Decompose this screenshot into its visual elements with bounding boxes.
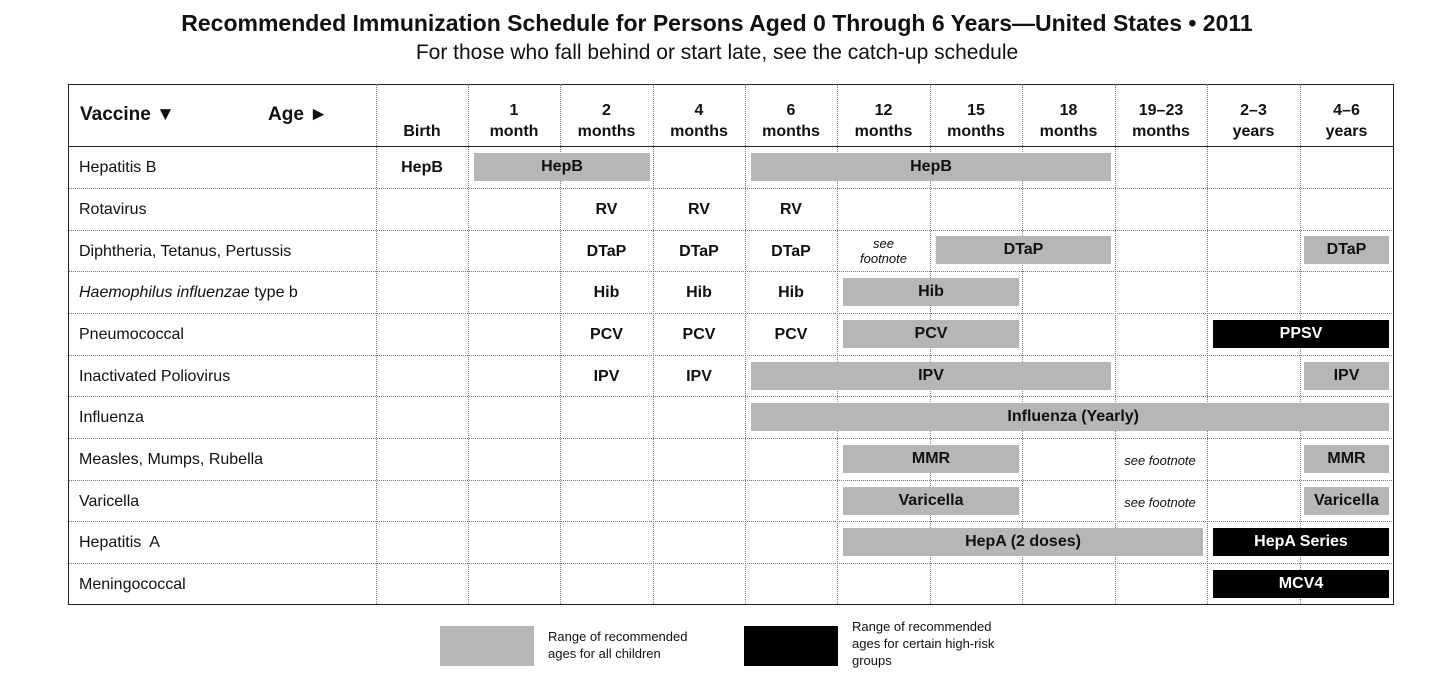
pcv-2-months-dose: PCV <box>590 326 623 343</box>
row-label-inactivated-poliovirus: Inactivated Poliovirus <box>79 368 231 385</box>
table-bottom-border <box>68 604 1394 605</box>
row-label-meningococcal: Meningococcal <box>79 576 186 593</box>
row-label-rotavirus: Rotavirus <box>79 201 147 218</box>
page-subtitle: For those who fall behind or start late,… <box>415 41 1019 64</box>
row-divider <box>68 188 1394 189</box>
age-header-2-3-years: 2–3 years <box>1232 102 1275 140</box>
row-divider <box>68 521 1394 522</box>
influenza-yearly-bar: Influenza (Yearly) <box>751 403 1389 431</box>
column-divider <box>653 84 654 604</box>
legend-gray-text: Range of recommended ages for all childr… <box>548 629 688 661</box>
row-divider <box>68 313 1394 314</box>
mmr-4-6-years-dose: MMR <box>1304 445 1389 473</box>
varicella-range-bar: Varicella <box>843 487 1019 515</box>
dtap-2-months-dose: DTaP <box>586 243 627 260</box>
ipv-4-months-dose: IPV <box>686 368 712 385</box>
age-header-4-6-years: 4–6 years <box>1325 102 1368 140</box>
pcv-4-months-dose: PCV <box>682 326 716 343</box>
age-header-2-months: 2 months <box>577 102 636 140</box>
legend-black-text: Range of recommended ages for certain hi… <box>852 619 995 668</box>
column-divider <box>1022 84 1023 604</box>
age-header-19-23-months: 19–23 months <box>1132 102 1190 140</box>
header-bottom-border <box>68 146 1394 147</box>
hepb-range-bar-2: HepB <box>751 153 1111 181</box>
row-divider <box>68 230 1394 231</box>
row-label-hib: Haemophilus influenzae type b <box>79 272 298 314</box>
hepa-series-high-risk-bar: HepA Series <box>1213 528 1389 556</box>
row-label-mmr: Measles, Mumps, Rubella <box>79 451 264 468</box>
column-divider <box>1115 84 1116 604</box>
rv-2-months-dose: RV <box>595 201 618 218</box>
row-divider <box>68 355 1394 356</box>
age-header-18-months: 18 months <box>1039 102 1098 140</box>
age-header-15-months: 15 months <box>947 102 1005 140</box>
row-label-dtap: Diphtheria, Tetanus, Pertussis <box>79 243 292 260</box>
dtap-6-months-dose: DTaP <box>771 243 811 260</box>
row-divider <box>68 563 1394 564</box>
row-label-varicella: Varicella <box>79 493 140 510</box>
vaccine-column-header: Vaccine ▼ <box>80 104 175 125</box>
row-divider <box>68 480 1394 481</box>
ipv-2-months-dose: IPV <box>593 368 620 385</box>
hib-6-months-dose: Hib <box>778 284 804 301</box>
mmr-see-footnote: see footnote <box>1124 452 1196 468</box>
row-label-hepatitis-b: Hepatitis B <box>79 159 157 176</box>
row-divider <box>68 396 1394 397</box>
rv-4-months-dose: RV <box>688 201 710 218</box>
varicella-see-footnote: see footnote <box>1124 494 1196 510</box>
mcv4-high-risk-bar: MCV4 <box>1213 570 1389 598</box>
row-divider <box>68 271 1394 272</box>
rv-6-months-dose: RV <box>780 201 802 218</box>
hepa-2-doses-bar: HepA (2 doses) <box>843 528 1203 556</box>
age-header-1-month: 1 month <box>489 102 539 140</box>
hepb-birth-dose: HepB <box>401 159 443 176</box>
table-top-border <box>68 84 1394 85</box>
mmr-range-bar: MMR <box>843 445 1019 473</box>
ipv-4-6-years-dose: IPV <box>1304 362 1389 390</box>
column-divider <box>745 84 746 604</box>
ipv-range-bar: IPV <box>751 362 1111 390</box>
age-header-4-months: 4 months <box>670 102 728 140</box>
legend-gray-swatch <box>440 626 534 666</box>
hib-range-bar: Hib <box>843 278 1019 306</box>
legend-black-swatch <box>744 626 838 666</box>
varicella-4-6-years-dose: Varicella <box>1304 487 1389 515</box>
dtap-4-months-dose: DTaP <box>679 243 719 260</box>
hib-2-months-dose: Hib <box>593 284 620 301</box>
column-divider <box>837 84 838 604</box>
dtap-range-bar: DTaP <box>936 236 1111 264</box>
hib-4-months-dose: Hib <box>686 284 712 301</box>
hib-label-italic: Haemophilus influenzae <box>79 284 250 301</box>
pcv-range-bar: PCV <box>843 320 1019 348</box>
age-header-birth: Birth <box>403 123 441 140</box>
hepb-range-bar-1: HepB <box>474 153 650 181</box>
row-label-pneumococcal: Pneumococcal <box>79 326 184 343</box>
table-left-border <box>68 84 69 604</box>
age-header-12-months: 12 months <box>854 102 913 140</box>
page-title: Recommended Immunization Schedule for Pe… <box>181 10 1253 36</box>
dtap-see-footnote: see footnote <box>860 236 907 266</box>
hib-label-rest: type b <box>249 284 298 301</box>
column-divider <box>560 84 561 604</box>
column-divider <box>1207 84 1208 604</box>
dtap-4-6-years-dose: DTaP <box>1304 236 1389 264</box>
column-divider <box>376 84 377 604</box>
row-label-influenza: Influenza <box>79 409 144 426</box>
pcv-6-months-dose: PCV <box>774 326 808 343</box>
age-row-header: Age ► <box>268 104 328 125</box>
age-header-6-months: 6 months <box>762 102 820 140</box>
ppsv-high-risk-bar: PPSV <box>1213 320 1389 348</box>
row-divider <box>68 438 1394 439</box>
column-divider <box>468 84 469 604</box>
row-label-hepatitis-a: Hepatitis A <box>79 534 160 551</box>
table-right-border <box>1393 84 1394 604</box>
